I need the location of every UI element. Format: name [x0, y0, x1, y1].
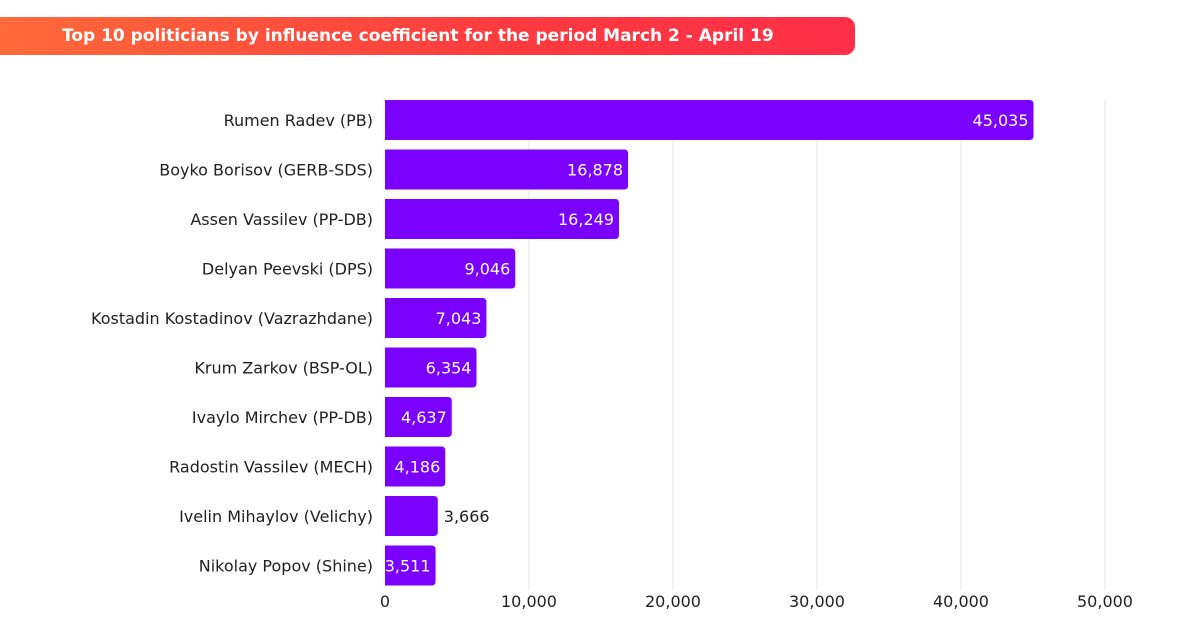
value-label: 9,046 [464, 260, 510, 279]
bar [385, 298, 487, 338]
bar [385, 248, 516, 289]
x-tick-label: 40,000 [933, 592, 989, 611]
category-label: Boyko Borisov (GERB-SDS) [159, 161, 373, 180]
category-label: Rumen Radev (PB) [224, 111, 373, 130]
bar [385, 397, 452, 437]
category-label: Ivaylo Mirchev (PP-DB) [192, 408, 373, 427]
title-banner: Top 10 politicians by influence coeffici… [0, 17, 855, 55]
bar [385, 100, 1034, 140]
bar [385, 149, 629, 190]
bar [385, 347, 477, 388]
bar [385, 199, 619, 239]
category-label: Krum Zarkov (BSP-OL) [194, 359, 373, 378]
value-label: 3,666 [444, 507, 490, 526]
value-label: 16,878 [567, 161, 623, 180]
value-label: 3,511 [385, 557, 431, 576]
category-label: Radostin Vassilev (MECH) [169, 458, 373, 477]
value-label: 4,637 [401, 408, 447, 427]
x-tick-label: 0 [380, 592, 390, 611]
x-tick-label: 10,000 [501, 592, 557, 611]
chart-title: Top 10 politicians by influence coeffici… [62, 26, 774, 46]
bars [385, 100, 1034, 586]
category-label: Delyan Peevski (DPS) [202, 260, 373, 279]
value-label: 6,354 [426, 359, 472, 378]
category-label: Ivelin Mihaylov (Velichy) [179, 507, 373, 526]
category-label: Kostadin Kostadinov (Vazrazhdane) [91, 309, 373, 328]
x-tick-label: 30,000 [789, 592, 845, 611]
gridlines [528, 100, 1106, 590]
bar [385, 545, 436, 586]
value-label: 7,043 [436, 309, 482, 328]
x-tick-label: 20,000 [645, 592, 701, 611]
category-label: Assen Vassilev (PP-DB) [190, 210, 373, 229]
category-label: Nikolay Popov (Shine) [199, 557, 373, 576]
x-tick-label: 50,000 [1077, 592, 1133, 611]
value-label: 16,249 [558, 210, 614, 229]
bar [385, 496, 438, 536]
labels: 0 10,000 20,000 30,000 40,000 50,000 Rumen Rad… [91, 111, 1133, 611]
bar [385, 446, 446, 487]
value-label: 4,186 [394, 458, 440, 477]
value-label: 45,035 [973, 111, 1029, 130]
